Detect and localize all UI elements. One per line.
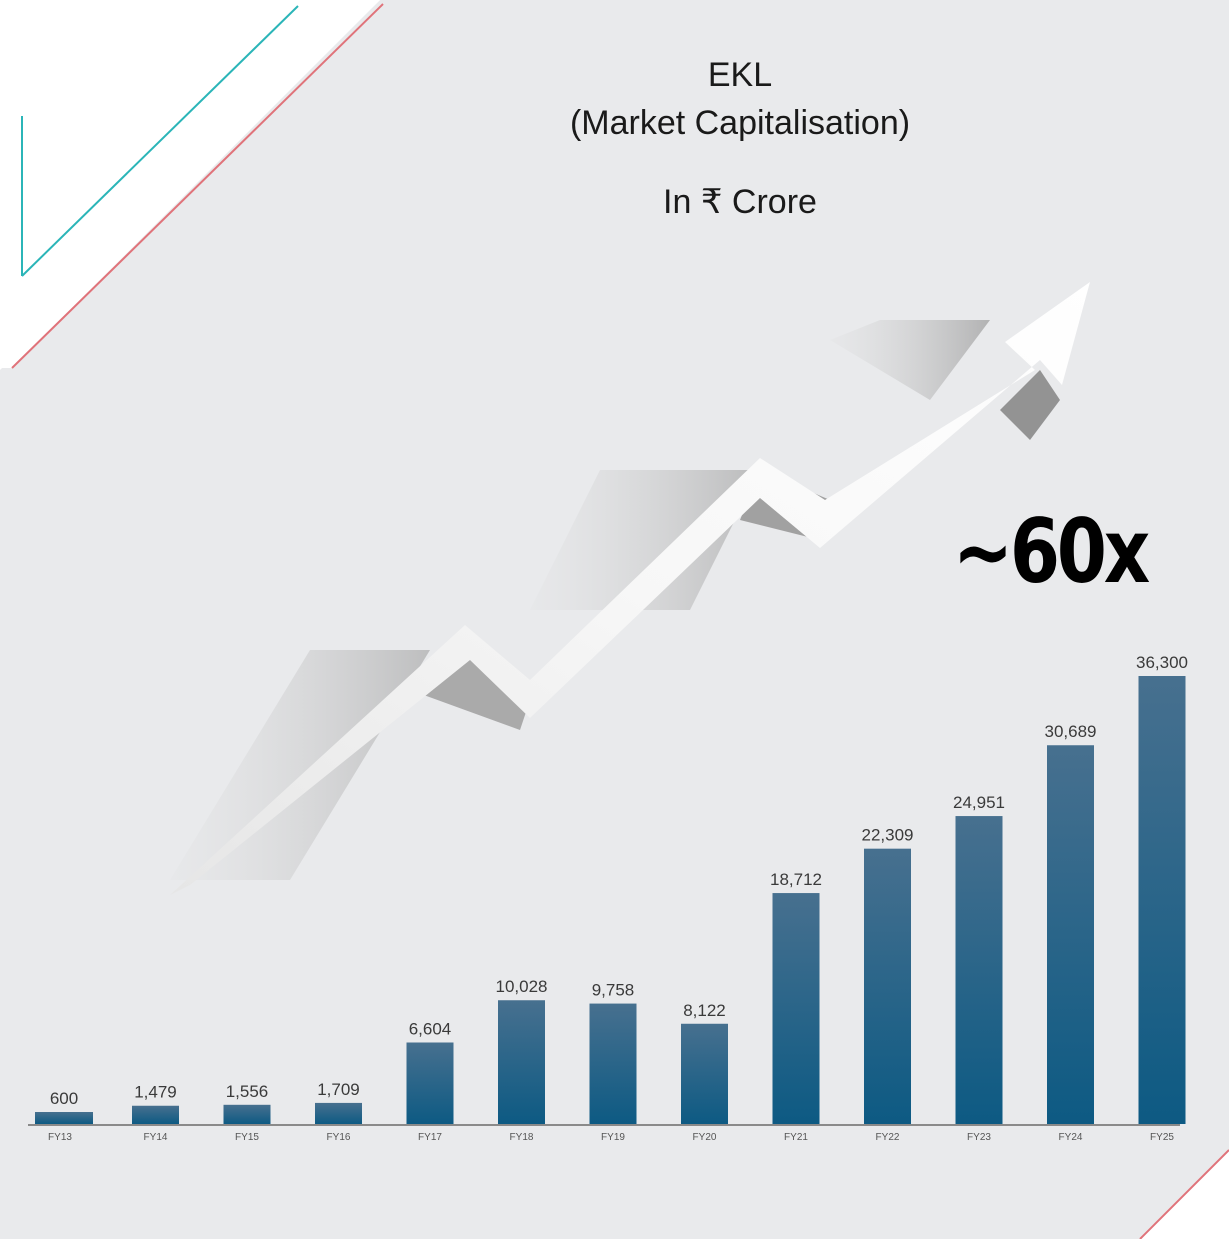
- bar-fy15: [223, 1104, 271, 1124]
- bars-group: 600 FY13 1,479 FY14 1,556 FY15 1,709 FY16 6,604 F…: [35, 653, 1188, 1143]
- category-label-fy25: FY25: [1150, 1132, 1174, 1143]
- value-label-fy16: 1,709: [317, 1080, 360, 1099]
- category-label-fy13: FY13: [48, 1132, 72, 1143]
- bar-fy21: [772, 893, 820, 1124]
- category-label-fy22: FY22: [876, 1132, 900, 1143]
- white-corner: [0, 0, 380, 368]
- chart-unit: In ₹ Crore: [663, 183, 817, 221]
- category-label-fy23: FY23: [967, 1132, 991, 1143]
- bar-fy18: [498, 1000, 545, 1124]
- bar-fy17: [406, 1042, 454, 1124]
- value-label-fy18: 10,028: [496, 977, 548, 996]
- value-label-fy20: 8,122: [683, 1001, 726, 1020]
- growth-multiplier: ~60x: [952, 500, 1151, 603]
- category-label-fy17: FY17: [418, 1132, 442, 1143]
- category-label-fy24: FY24: [1059, 1132, 1083, 1143]
- value-label-fy13: 600: [50, 1089, 78, 1108]
- bar-fy25: [1138, 676, 1186, 1124]
- value-label-fy14: 1,479: [134, 1083, 177, 1102]
- bar-fy24: [1047, 745, 1094, 1124]
- category-label-fy19: FY19: [601, 1132, 625, 1143]
- bar-fy23: [955, 816, 1003, 1124]
- category-label-fy15: FY15: [235, 1132, 259, 1143]
- category-label-fy21: FY21: [784, 1132, 808, 1143]
- bar-fy19: [589, 1003, 637, 1124]
- value-label-fy23: 24,951: [953, 793, 1005, 812]
- arrow-shadow-2: [530, 470, 760, 610]
- chart-subtitle: (Market Capitalisation): [569, 104, 911, 142]
- chart-title: EKL: [707, 56, 773, 94]
- growth-arrow: [170, 282, 1090, 895]
- bar-fy20: [681, 1023, 728, 1124]
- value-label-fy22: 22,309: [862, 826, 914, 845]
- value-label-fy24: 30,689: [1045, 722, 1097, 741]
- arrow-fold-3: [1000, 370, 1060, 440]
- value-label-fy25: 36,300: [1136, 653, 1188, 672]
- category-label-fy14: FY14: [144, 1132, 168, 1143]
- category-label-fy16: FY16: [327, 1132, 351, 1143]
- value-label-fy21: 18,712: [770, 870, 822, 889]
- bar-fy13: [35, 1112, 93, 1124]
- category-label-fy18: FY18: [510, 1132, 534, 1143]
- teal-diagonal-line: [21, 5, 299, 277]
- arrow-shadow-3: [830, 320, 990, 400]
- bar-fy22: [864, 848, 911, 1124]
- bar-fy14: [132, 1105, 179, 1124]
- red-diagonal-line-bottom: [1139, 1149, 1229, 1239]
- value-label-fy15: 1,556: [226, 1082, 269, 1101]
- value-label-fy19: 9,758: [592, 981, 635, 1000]
- red-diagonal-line: [11, 3, 384, 369]
- value-label-fy17: 6,604: [409, 1019, 452, 1038]
- category-label-fy20: FY20: [693, 1132, 717, 1143]
- arrow-shadow-1: [170, 650, 430, 880]
- bar-fy16: [315, 1102, 362, 1124]
